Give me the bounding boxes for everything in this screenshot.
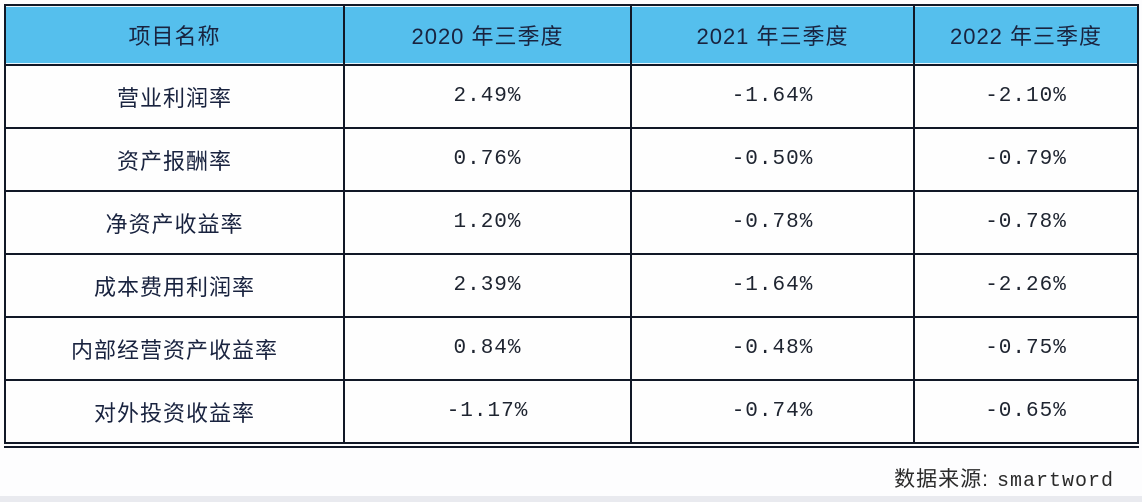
cell-value: -0.78% [630, 190, 915, 255]
row-label: 营业利润率 [4, 64, 345, 129]
row-label: 资产报酬率 [4, 127, 345, 192]
cell-value: 0.84% [343, 316, 632, 381]
table-row-external-investment-return: 对外投资收益率 -1.17% -0.74% -0.65% [4, 379, 1139, 448]
cell-value: 2.39% [343, 253, 632, 318]
cell-value: 0.76% [343, 127, 632, 192]
cell-value: -1.64% [630, 64, 915, 129]
cell-value: 2.49% [343, 64, 632, 129]
row-label: 净资产收益率 [4, 190, 345, 255]
cell-value: -2.26% [913, 253, 1139, 318]
bottom-edge-strip [0, 496, 1142, 502]
data-source-label: 数据来源: [894, 468, 989, 491]
cell-value: -0.50% [630, 127, 915, 192]
table-row-operating-profit-margin: 营业利润率 2.49% -1.64% -2.10% [4, 64, 1139, 129]
cell-value: -0.79% [913, 127, 1139, 192]
cell-value: -0.75% [913, 316, 1139, 381]
cell-value: -0.48% [630, 316, 915, 381]
cell-value: -1.17% [343, 379, 632, 448]
data-source-value: smartword [996, 470, 1114, 493]
column-header-2020-q3: 2020 年三季度 [343, 4, 632, 66]
column-header-2022-q3: 2022 年三季度 [913, 4, 1139, 66]
table-row-return-on-assets: 资产报酬率 0.76% -0.50% -0.79% [4, 127, 1139, 192]
table-header-row: 项目名称 2020 年三季度 2021 年三季度 2022 年三季度 [4, 4, 1139, 66]
row-label: 成本费用利润率 [4, 253, 345, 318]
row-label: 对外投资收益率 [4, 379, 345, 448]
row-label: 内部经营资产收益率 [4, 316, 345, 381]
column-header-2021-q3: 2021 年三季度 [630, 4, 915, 66]
column-header-item-name: 项目名称 [4, 4, 345, 66]
table-row-cost-expense-profit-margin: 成本费用利润率 2.39% -1.64% -2.26% [4, 253, 1139, 318]
cell-value: -0.74% [630, 379, 915, 448]
cell-value: -2.10% [913, 64, 1139, 129]
data-source-note: 数据来源: smartword [894, 463, 1114, 493]
cell-value: 1.20% [343, 190, 632, 255]
table-row-return-on-equity: 净资产收益率 1.20% -0.78% -0.78% [4, 190, 1139, 255]
table-row-internal-operating-asset-return: 内部经营资产收益率 0.84% -0.48% -0.75% [4, 316, 1139, 381]
financial-ratios-table: 项目名称 2020 年三季度 2021 年三季度 2022 年三季度 营业利润率… [4, 4, 1139, 448]
cell-value: -1.64% [630, 253, 915, 318]
cell-value: -0.78% [913, 190, 1139, 255]
cell-value: -0.65% [913, 379, 1139, 448]
